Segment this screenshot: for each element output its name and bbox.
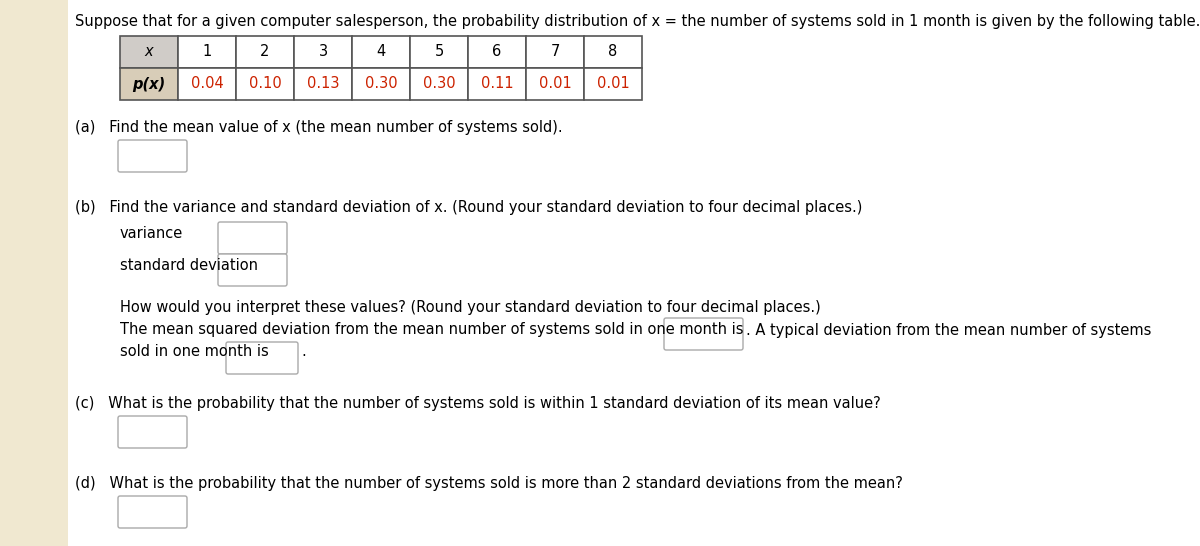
FancyBboxPatch shape	[118, 416, 187, 448]
Text: 0.13: 0.13	[307, 76, 340, 92]
Bar	[178, 36, 236, 68]
Text: 7: 7	[551, 45, 559, 60]
Text: 3: 3	[318, 45, 328, 60]
Text: 0.30: 0.30	[422, 76, 455, 92]
Bar	[526, 68, 584, 100]
Text: How would you interpret these values? (Round your standard deviation to four dec: How would you interpret these values? (R…	[120, 300, 821, 315]
Bar	[410, 68, 468, 100]
Bar	[526, 36, 584, 68]
Bar	[410, 36, 468, 68]
FancyBboxPatch shape	[664, 318, 743, 350]
Bar	[120, 68, 178, 100]
Text: p(x): p(x)	[132, 76, 166, 92]
Text: 2: 2	[260, 45, 270, 60]
Text: 0.04: 0.04	[191, 76, 223, 92]
Text: 0.30: 0.30	[365, 76, 397, 92]
Bar	[468, 68, 526, 100]
Text: 0.01: 0.01	[596, 76, 629, 92]
Bar	[352, 36, 410, 68]
Text: (d)   What is the probability that the number of systems sold is more than 2 sta: (d) What is the probability that the num…	[74, 476, 902, 491]
Bar	[468, 36, 526, 68]
Text: . A typical deviation from the mean number of systems: . A typical deviation from the mean numb…	[746, 323, 1151, 337]
Bar	[120, 36, 178, 68]
FancyBboxPatch shape	[118, 496, 187, 528]
Text: standard deviation: standard deviation	[120, 258, 258, 273]
Text: The mean squared deviation from the mean number of systems sold in one month is: The mean squared deviation from the mean…	[120, 322, 744, 337]
Text: x: x	[145, 45, 154, 60]
FancyBboxPatch shape	[226, 342, 298, 374]
Bar	[294, 36, 352, 68]
Text: Suppose that for a given computer salesperson, the probability distribution of x: Suppose that for a given computer salesp…	[74, 14, 1200, 29]
Text: (c)   What is the probability that the number of systems sold is within 1 standa: (c) What is the probability that the num…	[74, 396, 881, 411]
Bar	[294, 68, 352, 100]
FancyBboxPatch shape	[218, 222, 287, 254]
Text: 8: 8	[608, 45, 618, 60]
Text: 5: 5	[434, 45, 444, 60]
Text: (b)   Find the variance and standard deviation of x. (Round your standard deviat: (b) Find the variance and standard devia…	[74, 200, 863, 215]
Bar	[584, 68, 642, 100]
Text: .: .	[301, 345, 306, 359]
Text: 4: 4	[377, 45, 385, 60]
Text: variance: variance	[120, 226, 184, 241]
Text: sold in one month is: sold in one month is	[120, 345, 269, 359]
Bar	[584, 36, 642, 68]
Bar	[0, 0, 68, 546]
Text: 1: 1	[203, 45, 211, 60]
Text: 0.01: 0.01	[539, 76, 571, 92]
FancyBboxPatch shape	[218, 254, 287, 286]
Bar	[236, 36, 294, 68]
Bar	[236, 68, 294, 100]
Text: 6: 6	[492, 45, 502, 60]
Bar	[352, 68, 410, 100]
Text: 0.11: 0.11	[481, 76, 514, 92]
FancyBboxPatch shape	[118, 140, 187, 172]
Text: 0.10: 0.10	[248, 76, 281, 92]
Bar	[178, 68, 236, 100]
Text: (a)   Find the mean value of x (the mean number of systems sold).: (a) Find the mean value of x (the mean n…	[74, 120, 563, 135]
